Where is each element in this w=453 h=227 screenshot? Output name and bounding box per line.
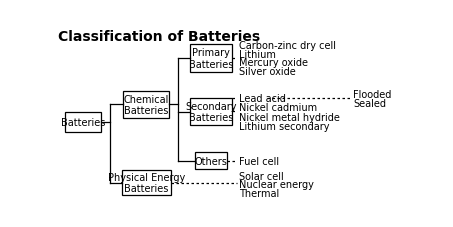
- Text: Physical Energy
Batteries: Physical Energy Batteries: [107, 172, 185, 194]
- Text: Lead acid: Lead acid: [239, 94, 286, 104]
- FancyBboxPatch shape: [121, 170, 171, 195]
- Text: Thermal: Thermal: [239, 188, 280, 198]
- Text: Carbon-zinc dry cell: Carbon-zinc dry cell: [239, 41, 336, 51]
- Text: Classification of Batteries: Classification of Batteries: [58, 30, 260, 44]
- Text: Primary
Batteries: Primary Batteries: [189, 48, 233, 69]
- Text: Silver oxide: Silver oxide: [239, 67, 296, 77]
- Text: Nickel metal hydride: Nickel metal hydride: [239, 112, 340, 122]
- Text: Nuclear energy: Nuclear energy: [239, 180, 314, 190]
- FancyBboxPatch shape: [123, 91, 169, 118]
- Text: Batteries: Batteries: [61, 118, 105, 128]
- FancyBboxPatch shape: [195, 152, 227, 170]
- FancyBboxPatch shape: [190, 99, 232, 126]
- Text: Flooded: Flooded: [353, 90, 392, 99]
- FancyBboxPatch shape: [190, 45, 232, 72]
- Text: Sealed: Sealed: [353, 98, 386, 108]
- Text: Lithium: Lithium: [239, 49, 276, 59]
- Text: Fuel cell: Fuel cell: [239, 156, 280, 166]
- Text: Others: Others: [195, 156, 227, 166]
- Text: Mercury oxide: Mercury oxide: [239, 58, 308, 68]
- Text: Lithium secondary: Lithium secondary: [239, 121, 330, 131]
- Text: Chemical
Batteries: Chemical Batteries: [124, 94, 169, 116]
- Text: Secondary
Batteries: Secondary Batteries: [185, 101, 237, 123]
- Text: Solar cell: Solar cell: [239, 171, 284, 181]
- FancyBboxPatch shape: [64, 112, 101, 133]
- Text: Nickel cadmium: Nickel cadmium: [239, 103, 317, 113]
